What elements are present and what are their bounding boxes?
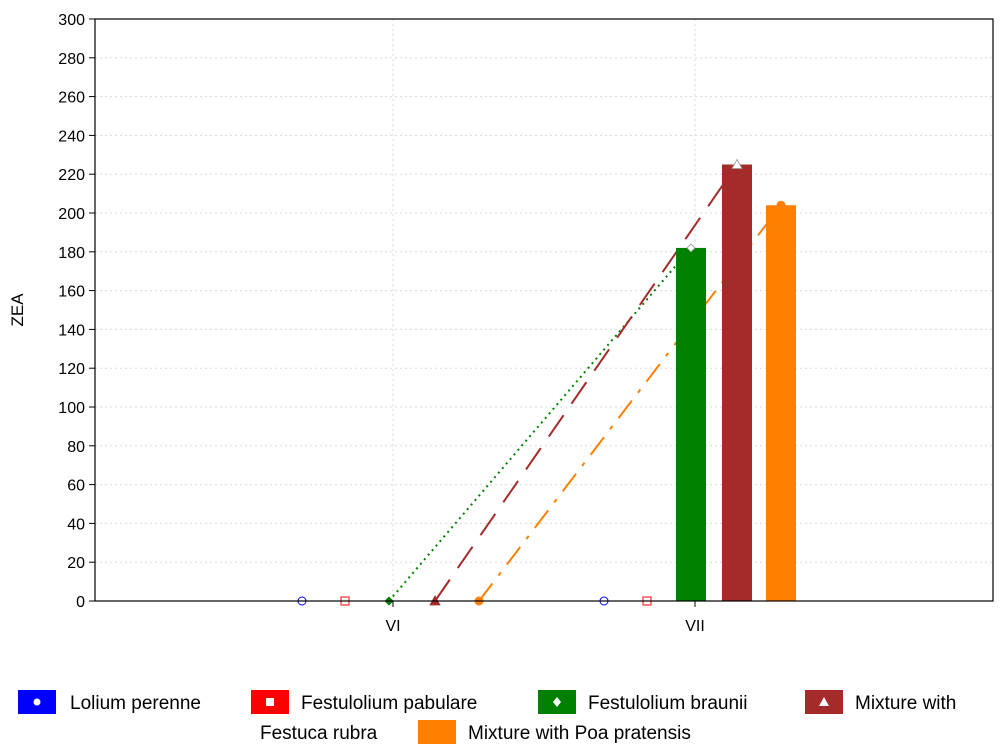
legend-swatch-mixture-poa-pratensis: [418, 720, 456, 744]
y-tick-label: 260: [58, 90, 85, 107]
y-tick-label: 180: [58, 245, 85, 262]
y-tick-label: 120: [58, 361, 85, 378]
marker-circle-filled: [776, 200, 786, 210]
y-tick-label: 100: [58, 400, 85, 417]
legend-marker-diamond-icon: [553, 697, 561, 707]
y-tick-label: 140: [58, 322, 85, 339]
legend-marker-triangle-icon: [819, 697, 829, 706]
bar: [676, 247, 706, 602]
y-tick-label: 160: [58, 284, 85, 301]
legend: Lolium perenne Festulolium pabulare Fest…: [18, 690, 956, 744]
trend-line: [434, 163, 738, 602]
y-tick-label: 300: [58, 12, 85, 29]
legend-label-lolium-perenne: Lolium perenne: [70, 693, 201, 714]
x-tick-label: VI: [385, 618, 400, 635]
bars: [676, 164, 796, 602]
y-tick-label: 80: [67, 439, 85, 456]
y-tick-label: 40: [67, 516, 85, 533]
plot-frame: [94, 18, 994, 602]
bar: [766, 205, 796, 602]
y-tick-label: 220: [58, 167, 85, 184]
bar: [722, 164, 752, 601]
y-tick-label: 280: [58, 51, 85, 68]
y-axis-title: ZEA: [8, 293, 27, 327]
legend-label-festuca-rubra: Festuca rubra: [260, 723, 378, 744]
legend-marker-square-icon: [266, 698, 274, 706]
y-tick-label: 0: [76, 594, 85, 611]
marker-triangle: [731, 158, 743, 169]
y-tick-label: 60: [67, 478, 85, 495]
legend-label-mixture-with: Mixture with: [855, 693, 956, 714]
legend-marker-circle-icon: [33, 698, 41, 706]
marker-diamond: [686, 243, 696, 253]
legend-label-festulolium-braunii: Festulolium braunii: [588, 693, 747, 714]
y-tick-label: 240: [58, 128, 85, 145]
legend-label-festulolium-pabulare: Festulolium pabulare: [301, 693, 477, 714]
legend-label-mixture-poa-pratensis: Mixture with Poa pratensis: [468, 723, 691, 744]
plot-background: [95, 19, 993, 601]
x-tick-label: VII: [685, 618, 705, 635]
y-axis: 0 20 40 60 80 100 120 140 160 180 200 220 240 260 280 3…: [58, 12, 95, 611]
y-tick-label: 20: [67, 555, 85, 572]
x-axis: VI VII: [385, 601, 705, 635]
y-tick-label: 200: [58, 206, 85, 223]
